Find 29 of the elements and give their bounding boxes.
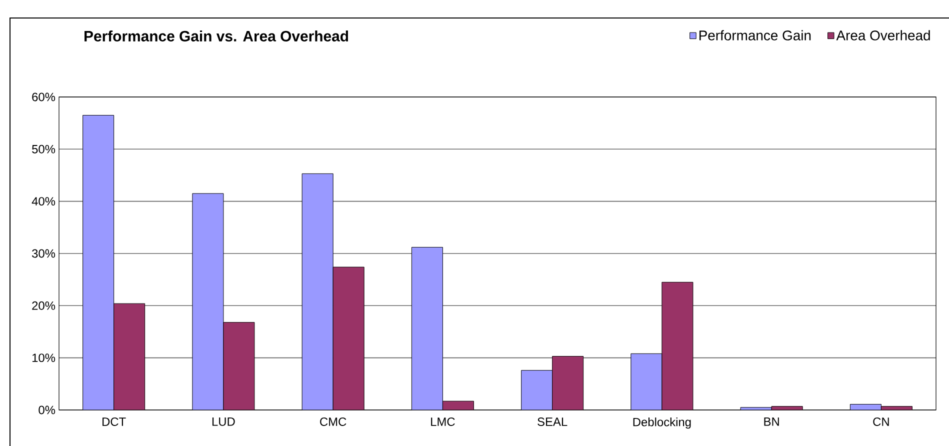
x-tick-label: CMC — [320, 418, 346, 426]
bar — [332, 266, 364, 410]
bar — [302, 173, 334, 410]
bar — [662, 282, 694, 410]
y-tick-label: 50% — [32, 144, 56, 154]
y-tick-label: 60% — [32, 92, 56, 102]
bar — [521, 370, 553, 410]
x-tick-label: SEAL — [538, 418, 568, 426]
bar — [114, 303, 146, 410]
x-tick-label: Deblocking — [633, 418, 691, 429]
bar — [192, 193, 224, 410]
y-tick-label: 0% — [38, 406, 56, 414]
x-tick-label: BN — [764, 418, 779, 426]
bar — [82, 114, 114, 410]
legend-label: Performance Gain — [699, 30, 811, 40]
x-tick-label: DCT — [102, 418, 126, 426]
legend-label: Area Overhead — [836, 30, 930, 40]
y-tick-label: 30% — [32, 249, 56, 258]
y-tick-label: 10% — [32, 354, 56, 362]
bar — [411, 246, 443, 410]
x-tick-label: LUD — [212, 418, 235, 426]
chart-title: Performance Gain vs. Area Overhead — [84, 30, 348, 42]
bar — [552, 356, 584, 410]
y-tick-label: 20% — [32, 301, 56, 310]
y-tick-label: 40% — [32, 197, 56, 206]
bar — [223, 322, 255, 410]
x-tick-label: CN — [873, 418, 889, 426]
bar — [630, 353, 662, 410]
x-tick-label: LMC — [431, 418, 455, 426]
